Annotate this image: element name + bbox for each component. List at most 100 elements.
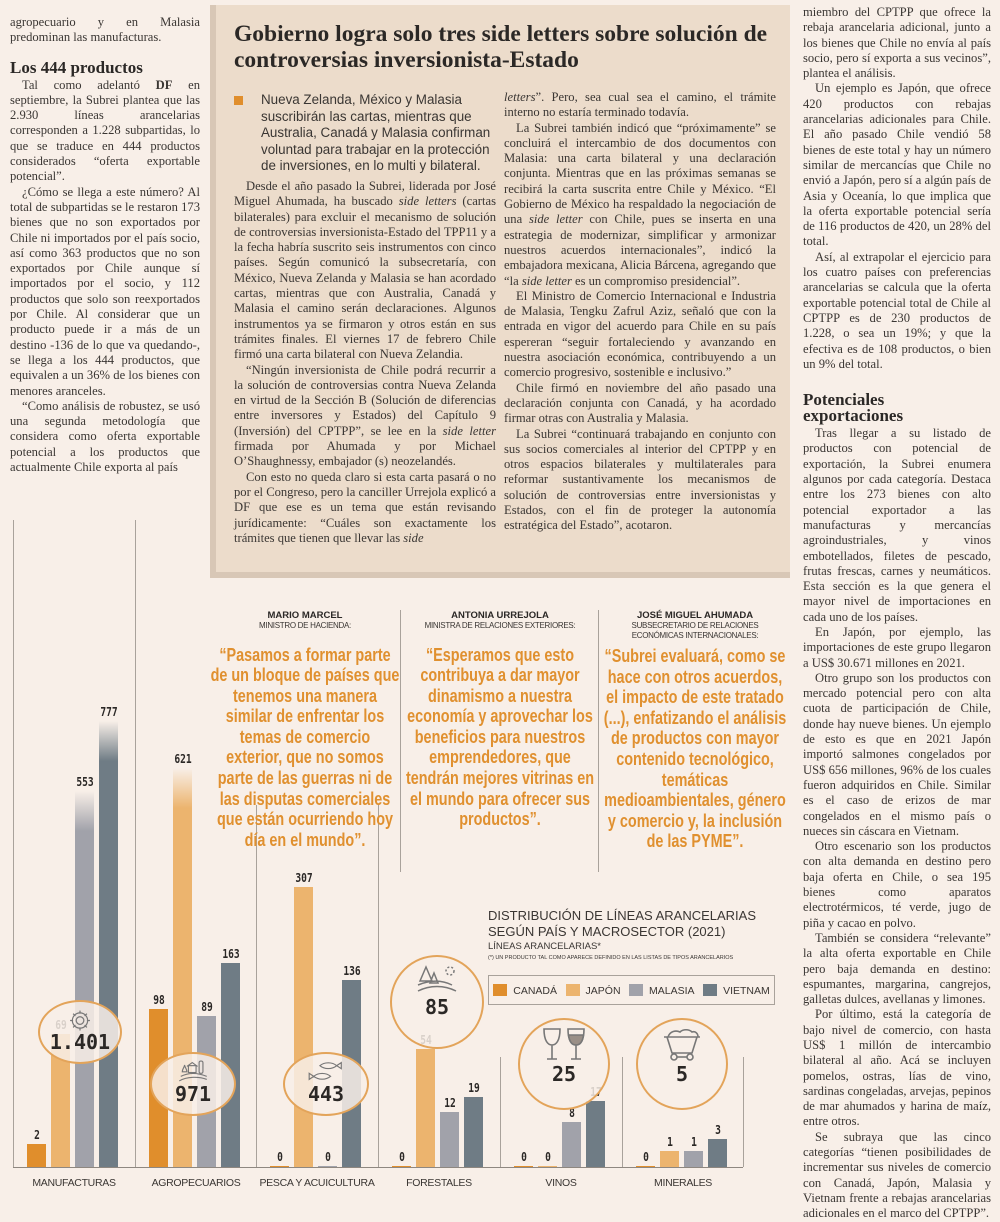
- paragraph: El Ministro de Comercio Internacional e …: [504, 288, 776, 380]
- right-column: miembro del CPTPP que ofrece la rebaja a…: [803, 5, 991, 1222]
- legend-item: JAPÓN: [565, 983, 621, 997]
- bar-value-label: 777: [99, 705, 118, 719]
- bar-value-label: 0: [324, 1149, 331, 1164]
- mine-cart-icon: [638, 1026, 726, 1064]
- bar-malasia: [318, 1165, 337, 1167]
- category-label: PESCA Y ACUICULTURA: [259, 1177, 375, 1189]
- chart-title-block: DISTRIBUCIÓN DE LÍNEAS ARANCELARIAS SEGÚ…: [488, 908, 756, 961]
- bar-vietnam: [586, 1101, 605, 1167]
- bar-malasia: [562, 1121, 581, 1167]
- paragraph: miembro del CPTPP que ofrece la rebaja a…: [803, 5, 991, 81]
- bar-canadá: [27, 1144, 46, 1167]
- farm-icon: [152, 1058, 234, 1084]
- bullet-square-icon: [234, 96, 243, 105]
- panel-divider: [500, 1057, 501, 1167]
- bar-japón: [416, 1049, 435, 1167]
- paragraph: En Japón, por ejemplo, las importaciones…: [803, 624, 991, 670]
- bar-value-label: 2: [33, 1128, 40, 1143]
- paragraph: Tal como adelantó DF en septiembre, la S…: [10, 77, 200, 184]
- bar-value-label: 0: [544, 1149, 551, 1164]
- panel-divider: [743, 1057, 744, 1167]
- legend-swatch: [703, 983, 718, 996]
- quote-author: ANTONIA URREJOLA: [451, 610, 549, 621]
- bar-canadá: [636, 1165, 655, 1167]
- paragraph: La Subrei “continuará trabajando en conj…: [504, 426, 776, 533]
- paragraph: agropecuario y en Malasia predominan las…: [10, 15, 200, 45]
- left-column: agropecuario y en Malasia predominan las…: [10, 15, 200, 475]
- quote-role: Subsecretario de Relaciones Económicas I…: [631, 621, 759, 640]
- chart-legend: CANADÁ JAPÓN MALASIA VIETNAM: [488, 975, 775, 1005]
- bar-japón: [294, 886, 313, 1167]
- bar-malasia: [440, 1111, 459, 1167]
- bar-value-label: 0: [276, 1149, 283, 1164]
- chart-title: SEGÚN PAÍS Y MACROSECTOR (2021): [488, 923, 726, 939]
- forest-icon: [392, 963, 482, 997]
- feature-box: Gobierno logra solo tres side letters so…: [210, 5, 790, 578]
- bar-malasia: [75, 790, 94, 1167]
- section-heading: Los 444 productos: [10, 57, 143, 77]
- legend-swatch: [493, 983, 508, 996]
- chart-baseline: [13, 1167, 743, 1168]
- paragraph: Tras llegar a su listado de productos co…: [803, 426, 991, 624]
- bar-value-label: 3: [714, 1123, 721, 1138]
- legend-label: JAPÓN: [585, 984, 621, 997]
- quote-author: JOSÉ MIGUEL AHUMADA: [636, 610, 754, 621]
- category-total-badge: 5: [636, 1018, 728, 1110]
- legend-label: VIETNAM: [723, 984, 770, 997]
- category-label: VINOS: [545, 1177, 577, 1189]
- quote-block: JOSÉ MIGUEL AHUMADA Subsecretario de Rel…: [600, 610, 790, 852]
- bar-value-label: 8: [568, 1105, 575, 1120]
- category-total: 1.401: [49, 1030, 111, 1054]
- wine-glasses-icon: [520, 1026, 608, 1064]
- bar-japón: [51, 1034, 70, 1167]
- paragraph: Por último, está la categoría de bajo ni…: [803, 1007, 991, 1129]
- chart-title: DISTRIBUCIÓN DE LÍNEAS ARANCELARIAS: [488, 908, 757, 923]
- legend-item: VIETNAM: [703, 983, 770, 997]
- legend-label: CANADÁ: [513, 984, 558, 997]
- quote-author: MARIO MARCEL: [267, 610, 343, 621]
- category-total-badge: 1.401: [38, 1000, 122, 1064]
- deck-summary: Nueva Zelanda, México y Malasia suscribi…: [234, 92, 496, 175]
- box-column-2: letters”. Pero, sea cual sea el camino, …: [504, 90, 776, 534]
- paragraph: Otro grupo son los productos con mercado…: [803, 670, 991, 838]
- quote-role: Ministra de Relaciones Exteriores:: [424, 621, 576, 630]
- quote-text: “Subrei evaluará, como se hace con otros…: [603, 646, 787, 852]
- paragraph: Con esto no queda claro si esta carta pa…: [234, 469, 496, 545]
- bar-value-label: 1: [690, 1135, 697, 1149]
- chart-ylabel: LÍNEAS ARANCELARIAS*: [488, 941, 601, 952]
- bar-value-label: 136: [342, 964, 361, 979]
- category-total-badge: 25: [518, 1018, 610, 1110]
- paragraph: “Ningún inversionista de Chile podrá rec…: [234, 362, 496, 469]
- paragraph: letters”. Pero, sea cual sea el camino, …: [504, 90, 776, 120]
- panel-divider: [13, 520, 14, 1167]
- bar-value-label: 89: [200, 1000, 213, 1015]
- paragraph: La Subrei también indicó que “próximamen…: [504, 120, 776, 288]
- category-label: AGROPECUARIOS: [151, 1177, 241, 1189]
- bar-value-label: 553: [75, 774, 94, 789]
- category-total: 5: [675, 1062, 689, 1086]
- bar-japón: [660, 1151, 679, 1167]
- paragraph: Chile firmó en noviembre del año pasado …: [504, 380, 776, 426]
- panel-divider: [135, 520, 136, 1167]
- bar-vietnam: [708, 1139, 727, 1167]
- bar-value-label: 1: [666, 1135, 673, 1149]
- category-total: 85: [424, 995, 450, 1019]
- category-label: MINERALES: [654, 1177, 712, 1189]
- bar-japón: [538, 1165, 557, 1167]
- paragraph: Un ejemplo es Japón, que ofrece 420 prod…: [803, 81, 991, 249]
- paragraph: Así, al extrapolar el ejercicio para los…: [803, 249, 991, 371]
- bar-value-label: 307: [294, 870, 313, 885]
- bar-value-label: 0: [642, 1149, 649, 1164]
- paragraph: Desde el año pasado la Subrei, liderada …: [234, 178, 496, 362]
- legend-item: MALASIA: [629, 983, 695, 997]
- quote-role: Ministro de Hacienda:: [259, 621, 351, 630]
- bar-canadá: [514, 1165, 533, 1167]
- quote-block: MARIO MARCEL Ministro de Hacienda: “Pasa…: [210, 610, 400, 850]
- fish-icon: [285, 1058, 367, 1084]
- category-total: 971: [174, 1082, 212, 1106]
- headline: Gobierno logra solo tres side letters so…: [234, 21, 768, 73]
- category-total-badge: 443: [283, 1052, 369, 1116]
- category-label: FORESTALES: [406, 1177, 472, 1189]
- legend-label: MALASIA: [649, 984, 695, 997]
- gear-icon: [40, 1006, 120, 1032]
